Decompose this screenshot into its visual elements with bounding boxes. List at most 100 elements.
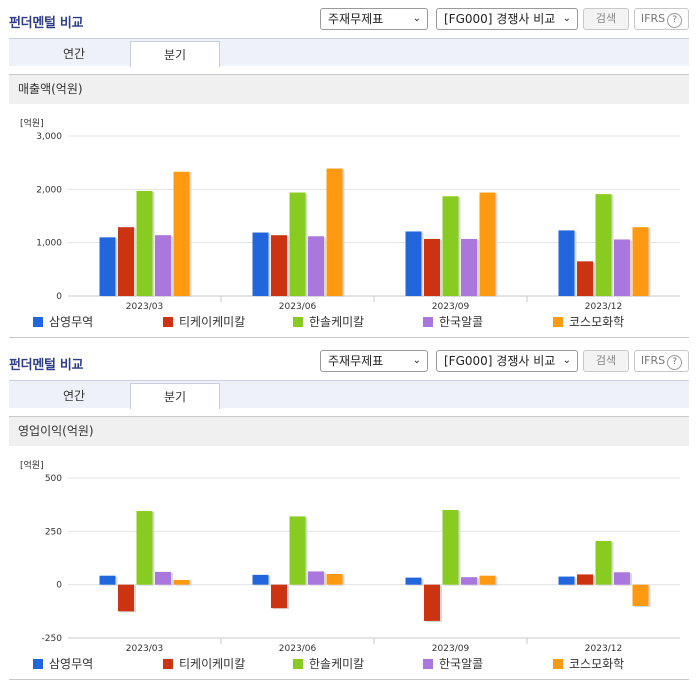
panel-divider bbox=[9, 337, 689, 338]
legend-label: 삼영무역 bbox=[49, 657, 94, 671]
bar bbox=[479, 192, 496, 296]
bar bbox=[405, 231, 422, 296]
legend-label: 삼영무역 bbox=[49, 315, 94, 329]
legend-swatch bbox=[553, 659, 563, 669]
chevron-down-icon: ⌄ bbox=[412, 13, 421, 24]
legend-label: 한솔케미칼 bbox=[309, 657, 365, 671]
search-button[interactable]: 검색 bbox=[583, 8, 629, 30]
ifrs-label: IFRS bbox=[640, 354, 666, 367]
help-icon: ? bbox=[667, 355, 683, 370]
ifrs-label: IFRS bbox=[640, 12, 666, 25]
bar bbox=[308, 236, 324, 296]
bar bbox=[577, 574, 593, 585]
search-button-label: 검색 bbox=[595, 12, 617, 25]
legend-swatch bbox=[423, 659, 433, 669]
legend-item[interactable]: 티케이케미칼 bbox=[163, 655, 245, 672]
legend-item[interactable]: 한솔케미칼 bbox=[293, 655, 364, 672]
panel-title: 펀더멘털 비교 bbox=[9, 16, 84, 31]
legend-label: 한국알콜 bbox=[439, 657, 484, 671]
legend-item[interactable]: 티케이케미칼 bbox=[163, 313, 245, 330]
panel-divider bbox=[9, 679, 689, 680]
statement-select[interactable]: 주재무제표 ⌄ bbox=[320, 8, 428, 30]
bar bbox=[442, 510, 459, 585]
statement-select-value: 주재무제표 bbox=[328, 354, 384, 368]
y-tick-label: 0 bbox=[56, 292, 62, 302]
bar bbox=[99, 237, 116, 296]
legend-item[interactable]: 삼영무역 bbox=[33, 655, 93, 672]
bar bbox=[632, 227, 649, 296]
tab-annual[interactable]: 연간 bbox=[62, 389, 86, 403]
y-tick-label: 2,000 bbox=[36, 185, 62, 195]
bar bbox=[173, 171, 190, 296]
peer-select[interactable]: [FG000] 경쟁사 비교 ⌄ bbox=[436, 8, 578, 30]
panel-header: 펀더멘털 비교 주재무제표 ⌄ [FG000] 경쟁사 비교 ⌄ 검색 IFRS… bbox=[0, 342, 696, 376]
y-tick-label: 0 bbox=[56, 581, 62, 591]
legend-item[interactable]: 한솔케미칼 bbox=[293, 313, 364, 330]
legend-swatch bbox=[163, 317, 173, 327]
legend-label: 코스모화학 bbox=[569, 315, 625, 329]
legend-label: 한솔케미칼 bbox=[309, 315, 365, 329]
bar bbox=[558, 576, 575, 585]
period-tabs: 연간 분기 bbox=[9, 38, 689, 67]
legend-swatch bbox=[163, 659, 173, 669]
legend-swatch bbox=[33, 659, 43, 669]
tab-quarterly[interactable]: 분기 bbox=[130, 41, 220, 67]
x-tick-label: 2023/09 bbox=[432, 644, 470, 652]
bar bbox=[326, 574, 343, 585]
bar bbox=[155, 571, 171, 585]
legend-item[interactable]: 삼영무역 bbox=[33, 313, 93, 330]
legend-swatch bbox=[33, 317, 43, 327]
operating-profit-chart: [억원]500 250 0 -250 2023/03 2023/06 2023/09 2023… bbox=[20, 459, 680, 652]
tab-annual[interactable]: 연간 bbox=[62, 47, 86, 61]
bar bbox=[558, 230, 575, 296]
bar bbox=[252, 232, 269, 296]
legend-label: 코스모화학 bbox=[569, 657, 625, 671]
y-tick-label: 500 bbox=[45, 474, 62, 484]
bar bbox=[424, 584, 440, 621]
y-tick-label: 1,000 bbox=[36, 239, 62, 249]
y-unit-label: [억원] bbox=[20, 117, 44, 129]
legend-item[interactable]: 코스모화학 bbox=[553, 655, 624, 672]
tab-quarterly[interactable]: 분기 bbox=[130, 383, 220, 409]
x-tick-label: 2023/06 bbox=[279, 644, 317, 652]
revenue-panel: 펀더멘털 비교 주재무제표 ⌄ [FG000] 경쟁사 비교 ⌄ 검색 IFRS… bbox=[0, 0, 696, 338]
x-tick-label: 2023/03 bbox=[126, 302, 163, 310]
panel-header: 펀더멘털 비교 주재무제표 ⌄ [FG000] 경쟁사 비교 ⌄ 검색 IFRS… bbox=[0, 0, 696, 34]
chevron-down-icon: ⌄ bbox=[562, 13, 571, 24]
period-tabs: 연간 분기 bbox=[9, 380, 689, 409]
chart-subtitle: 매출액(억원) bbox=[9, 74, 689, 104]
bar bbox=[479, 575, 496, 585]
bar bbox=[614, 572, 630, 585]
bar bbox=[118, 227, 134, 296]
legend-item[interactable]: 한국알콜 bbox=[423, 655, 483, 672]
statement-select-value: 주재무제표 bbox=[328, 12, 384, 26]
ifrs-button[interactable]: IFRS? bbox=[634, 350, 689, 372]
search-button[interactable]: 검색 bbox=[583, 350, 629, 372]
legend-swatch bbox=[423, 317, 433, 327]
chevron-down-icon: ⌄ bbox=[412, 355, 421, 366]
legend-swatch bbox=[293, 659, 303, 669]
bar bbox=[461, 577, 477, 585]
ifrs-button[interactable]: IFRS? bbox=[634, 8, 689, 30]
peer-select[interactable]: [FG000] 경쟁사 비교 ⌄ bbox=[436, 350, 578, 372]
help-icon: ? bbox=[667, 13, 683, 28]
bar bbox=[461, 238, 477, 296]
peer-select-value: [FG000] 경쟁사 비교 bbox=[444, 354, 556, 368]
bar bbox=[136, 190, 153, 296]
legend-item[interactable]: 한국알콜 bbox=[423, 313, 483, 330]
peer-select-value: [FG000] 경쟁사 비교 bbox=[444, 12, 556, 26]
y-tick-label: 250 bbox=[45, 527, 62, 537]
chart-subtitle: 영업이익(억원) bbox=[9, 416, 689, 446]
bar bbox=[289, 516, 306, 585]
y-tick-label: 3,000 bbox=[36, 132, 62, 142]
bar bbox=[442, 196, 459, 296]
bar bbox=[289, 192, 306, 296]
revenue-chart: [억원] 3,000 2,000 1,000 0 2023/03 2023/06 2023/0… bbox=[20, 117, 680, 310]
legend-swatch bbox=[293, 317, 303, 327]
bar bbox=[136, 511, 153, 585]
statement-select[interactable]: 주재무제표 ⌄ bbox=[320, 350, 428, 372]
bar bbox=[595, 194, 612, 296]
legend-item[interactable]: 코스모화학 bbox=[553, 313, 624, 330]
bar bbox=[271, 584, 287, 609]
bar bbox=[632, 584, 649, 606]
